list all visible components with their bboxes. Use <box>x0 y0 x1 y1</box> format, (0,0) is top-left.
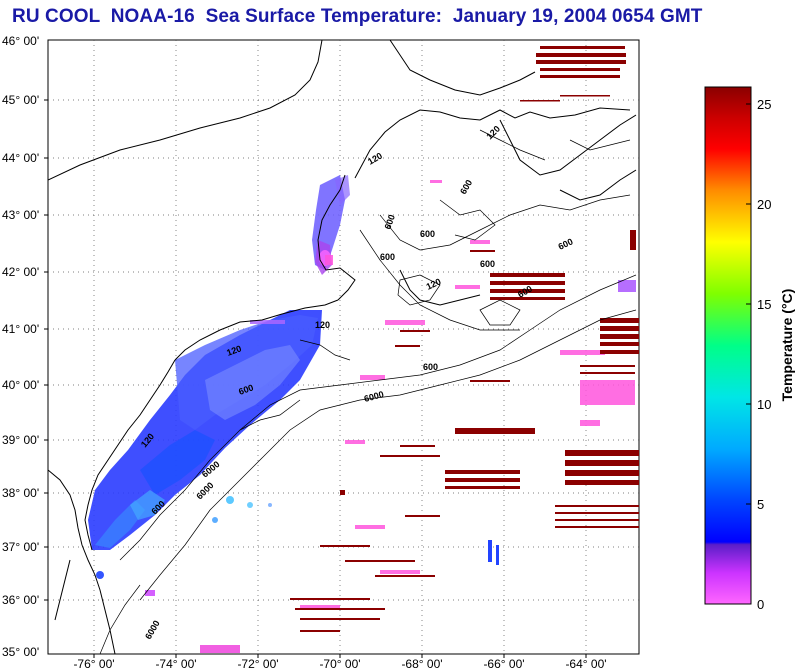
lat-label: 40° 00' <box>2 378 39 392</box>
lon-label: -68° 00' <box>401 657 442 671</box>
svg-text:120: 120 <box>225 343 243 358</box>
lon-label: -76° 00' <box>73 657 114 671</box>
colorbar-tick: 20 <box>757 197 771 212</box>
lon-label: -70° 00' <box>319 657 360 671</box>
svg-text:120: 120 <box>315 320 330 330</box>
temperature-colorbar: 25 20 15 10 5 0 Temperature (°C) <box>704 86 795 612</box>
colorbar-tick: 15 <box>757 297 771 312</box>
sst-coastal-field <box>88 175 499 579</box>
map-frame <box>47 39 640 655</box>
lat-label: 41° 00' <box>2 322 39 336</box>
lat-label: 42° 00' <box>2 265 39 279</box>
lon-label: -72° 00' <box>237 657 278 671</box>
colorbar-tick: 25 <box>757 97 771 112</box>
colorbar-tick: 10 <box>757 397 771 412</box>
colorbar-tick: 0 <box>757 597 764 612</box>
lat-label: 44° 00' <box>2 151 39 165</box>
svg-text:600: 600 <box>480 259 495 269</box>
svg-text:600: 600 <box>380 252 395 262</box>
bathymetry-contours <box>99 129 637 654</box>
lat-label: 36° 00' <box>2 593 39 607</box>
lon-label: -66° 00' <box>483 657 524 671</box>
latitude-labels: 46° 00' 45° 00' 44° 00' 43° 00' 42° 00' … <box>2 34 39 659</box>
lon-label: -74° 00' <box>155 657 196 671</box>
map-title: RU COOL NOAA-16 Sea Surface Temperature:… <box>12 6 703 27</box>
svg-text:600: 600 <box>420 229 435 239</box>
svg-text:600: 600 <box>237 382 255 397</box>
lat-label: 38° 00' <box>2 486 39 500</box>
lat-label: 43° 00' <box>2 208 39 222</box>
lon-label: -64° 00' <box>565 657 606 671</box>
svg-text:600: 600 <box>423 362 438 372</box>
longitude-labels: -76° 00' -74° 00' -72° 00' -70° 00' -68°… <box>73 657 606 671</box>
sst-cold-patches <box>145 180 636 653</box>
lat-label: 37° 00' <box>2 540 39 554</box>
lat-label: 39° 00' <box>2 433 39 447</box>
sst-warm-stripes <box>290 46 639 632</box>
lat-label: 45° 00' <box>2 93 39 107</box>
colorbar-scale <box>704 86 752 605</box>
axis-ticks <box>44 99 587 658</box>
colorbar-label: Temperature (°C) <box>779 289 795 402</box>
lat-label: 35° 00' <box>2 645 39 659</box>
colorbar-tick: 5 <box>757 497 764 512</box>
map-content: 600 600 600 600 120 120 6000 6000 6000 6… <box>48 40 639 654</box>
coastline <box>48 40 637 654</box>
lat-label: 46° 00' <box>2 34 39 48</box>
svg-text:600: 600 <box>382 213 397 231</box>
